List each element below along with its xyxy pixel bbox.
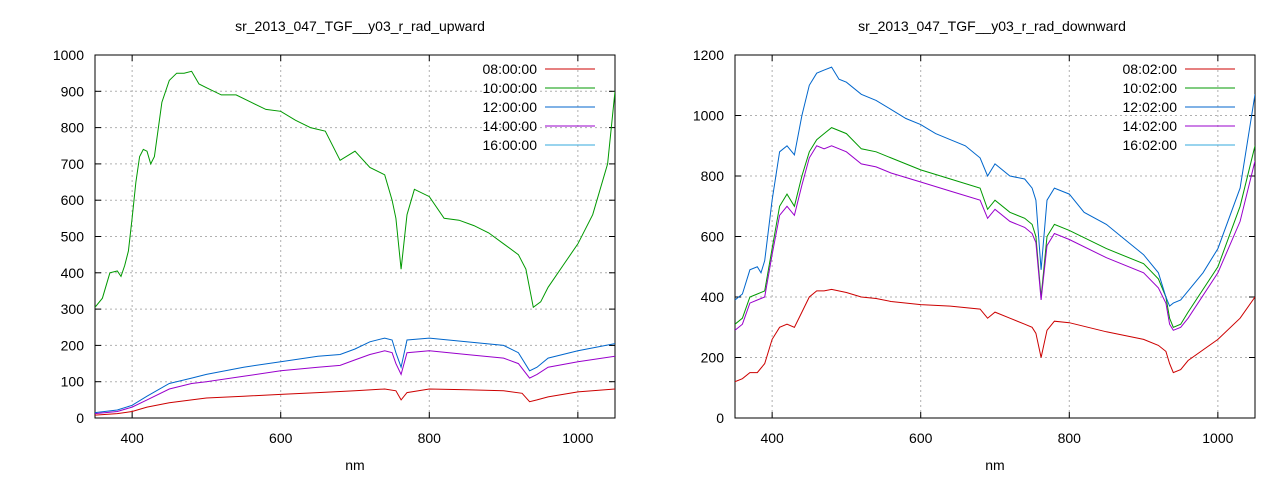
series-line-08-00-00 (95, 388, 615, 416)
chart-panel-2: 400 600 800 1000 0 200 400 600 800 1000 1200 sr_201… (693, 18, 1256, 473)
y-tick-label: 700 (61, 156, 85, 172)
chart-panel-1: 400 600 800 1000 0 100 200 300 400 500 600 700 800 90… (53, 18, 616, 473)
y-tick-label: 800 (61, 120, 85, 136)
x-tick-label: 400 (120, 430, 144, 446)
legend-label: 08:02:00 (1123, 61, 1178, 77)
legend-label: 12:00:00 (483, 99, 538, 115)
x-tick-label: 1000 (562, 430, 593, 446)
y-tick-label: 200 (61, 337, 85, 353)
legend-label: 12:02:00 (1123, 99, 1178, 115)
series-line-10-02-00 (735, 127, 1255, 328)
y-tick-label: 600 (61, 192, 85, 208)
legend-label: 16:00:00 (483, 137, 538, 153)
y-tick-label: 500 (61, 229, 85, 245)
series-line-12-00-00 (95, 337, 615, 414)
series-line-12-02-00 (735, 66, 1255, 307)
series-line-10-00-00 (95, 70, 615, 309)
y-tick-label: 1000 (693, 108, 724, 124)
chart-title: sr_2013_047_TGF__y03_r_rad_upward (235, 18, 485, 34)
x-tick-label: 800 (1058, 430, 1082, 446)
x-axis-label: nm (345, 457, 364, 473)
legend-label: 08:00:00 (483, 61, 538, 77)
x-tick-label: 600 (269, 430, 293, 446)
y-tick-label: 400 (701, 289, 725, 305)
x-tick-label: 400 (760, 430, 784, 446)
y-tick-label: 300 (61, 301, 85, 317)
series-line-14-00-00 (95, 350, 615, 415)
x-tick-label: 600 (909, 430, 933, 446)
x-tick-label: 800 (418, 430, 442, 446)
x-tick-label: 1000 (1202, 430, 1233, 446)
y-tick-label: 600 (701, 229, 725, 245)
series-line-08-02-00 (735, 288, 1255, 383)
legend-label: 10:02:00 (1123, 80, 1178, 96)
x-axis-label: nm (985, 457, 1004, 473)
y-tick-label: 400 (61, 265, 85, 281)
y-tick-label: 900 (61, 83, 85, 99)
y-tick-label: 200 (701, 350, 725, 366)
series-line-14-02-00 (735, 145, 1255, 331)
y-tick-label: 100 (61, 374, 85, 390)
legend-label: 16:02:00 (1123, 137, 1178, 153)
chart-title: sr_2013_047_TGF__y03_r_rad_downward (858, 18, 1126, 34)
legend-label: 14:00:00 (483, 118, 538, 134)
legend-label: 10:00:00 (483, 80, 538, 96)
y-tick-label: 800 (701, 168, 725, 184)
legend-label: 14:02:00 (1123, 118, 1178, 134)
y-tick-label: 0 (716, 410, 724, 426)
y-tick-label: 0 (76, 410, 84, 426)
y-tick-label: 1200 (693, 47, 724, 63)
y-tick-label: 1000 (53, 47, 84, 63)
